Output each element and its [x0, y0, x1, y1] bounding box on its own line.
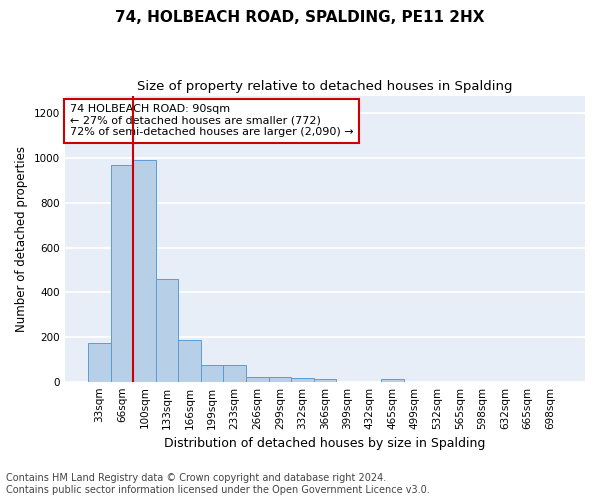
Bar [133, 160, 156, 382]
Bar [291, 378, 314, 382]
X-axis label: Distribution of detached houses by size in Spalding: Distribution of detached houses by size … [164, 437, 485, 450]
Bar [314, 380, 336, 382]
Bar [178, 340, 201, 382]
Bar [111, 165, 133, 382]
Y-axis label: Number of detached properties: Number of detached properties [15, 146, 28, 332]
Bar [156, 279, 178, 382]
Text: Contains HM Land Registry data © Crown copyright and database right 2024.
Contai: Contains HM Land Registry data © Crown c… [6, 474, 430, 495]
Bar [88, 342, 111, 382]
Text: 74, HOLBEACH ROAD, SPALDING, PE11 2HX: 74, HOLBEACH ROAD, SPALDING, PE11 2HX [115, 10, 485, 25]
Bar [201, 365, 223, 382]
Title: Size of property relative to detached houses in Spalding: Size of property relative to detached ho… [137, 80, 512, 93]
Bar [246, 377, 269, 382]
Bar [269, 377, 291, 382]
Bar [381, 380, 404, 382]
Bar [223, 365, 246, 382]
Text: 74 HOLBEACH ROAD: 90sqm
← 27% of detached houses are smaller (772)
72% of semi-d: 74 HOLBEACH ROAD: 90sqm ← 27% of detache… [70, 104, 353, 138]
